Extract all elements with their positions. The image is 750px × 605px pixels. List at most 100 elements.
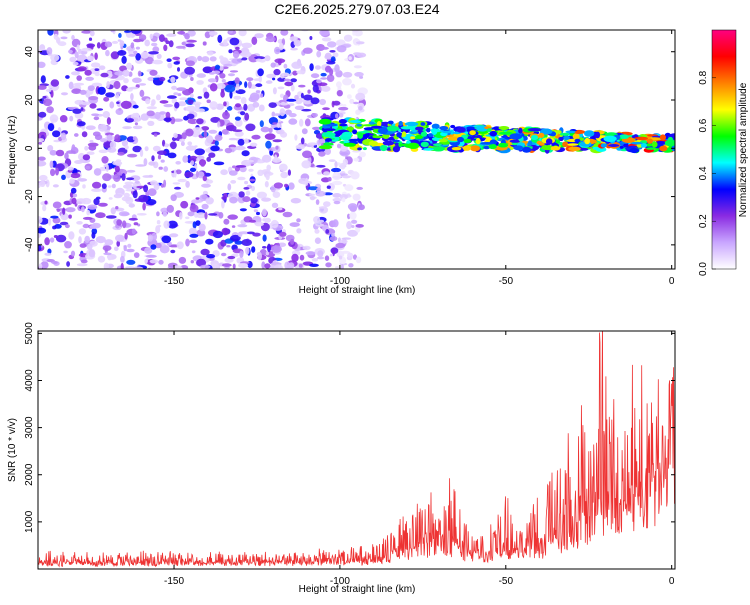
heatmap-cell (134, 122, 138, 126)
heatmap-cell (194, 148, 205, 156)
heatmap-cell (314, 65, 321, 70)
heatmap-cell (235, 83, 240, 91)
heatmap-cell (97, 255, 106, 263)
heatmap-cell (175, 169, 182, 175)
heatmap-cell (186, 39, 197, 43)
heatmap-cell (509, 133, 523, 140)
heatmap-ytick-label: -20 (24, 189, 35, 204)
heatmap-cell (231, 58, 243, 64)
heatmap-cell (299, 118, 304, 127)
heatmap-cell (291, 253, 299, 262)
heatmap-cell (50, 215, 59, 219)
heatmap-cell (339, 255, 343, 260)
heatmap-cell (70, 250, 76, 257)
heatmap-cell (288, 182, 295, 190)
heatmap-cell (277, 58, 282, 66)
heatmap-cell (521, 146, 532, 153)
heatmap-cell (228, 137, 238, 141)
heatmap-cell (487, 128, 492, 133)
heatmap-cell (415, 135, 424, 139)
heatmap-cell (86, 209, 91, 216)
heatmap-cell (74, 133, 79, 137)
heatmap-cell (260, 126, 270, 133)
heatmap-cell (310, 97, 320, 105)
heatmap-cell (105, 163, 109, 172)
snr-ytick-label: 2000 (24, 463, 35, 486)
heatmap-cell (39, 174, 48, 181)
heatmap-cell (270, 245, 282, 253)
heatmap-cell (398, 121, 403, 126)
heatmap-cell (135, 164, 147, 167)
heatmap-cell (316, 164, 326, 168)
heatmap-cell (555, 139, 560, 144)
heatmap-cell (238, 263, 249, 268)
heatmap-cell (283, 63, 288, 69)
heatmap-cell (170, 141, 177, 150)
heatmap-cell (228, 30, 234, 34)
heatmap-cell (240, 97, 247, 104)
heatmap-cell (348, 56, 352, 61)
heatmap-cell (217, 34, 223, 44)
heatmap-cell (341, 197, 346, 203)
heatmap-cell (314, 229, 320, 234)
heatmap-cell (392, 145, 400, 153)
heatmap-cell (351, 30, 360, 33)
heatmap-cell (132, 77, 142, 84)
heatmap-cell (140, 51, 149, 59)
heatmap-cell (201, 56, 210, 63)
heatmap-cell (79, 243, 87, 248)
heatmap-cell (659, 145, 668, 152)
heatmap-cell (323, 171, 331, 176)
heatmap-cell (257, 68, 264, 77)
heatmap-cell (342, 104, 347, 107)
heatmap-cell (352, 149, 361, 153)
heatmap-cell (339, 162, 346, 170)
heatmap-cell (135, 53, 141, 61)
heatmap-cell (156, 211, 160, 217)
heatmap-cell (335, 113, 339, 119)
heatmap-cell (38, 227, 47, 234)
heatmap-cell (342, 78, 352, 86)
heatmap-cell (204, 211, 208, 220)
heatmap-cell (148, 51, 159, 55)
heatmap-cell (356, 52, 367, 58)
heatmap-cell (123, 78, 129, 84)
heatmap-cell (441, 130, 453, 134)
heatmap-cell (227, 255, 236, 260)
heatmap-cell (52, 130, 61, 138)
heatmap-cell (173, 265, 183, 269)
heatmap-cell (288, 118, 298, 125)
heatmap-cell (234, 77, 240, 84)
heatmap-cell (146, 110, 155, 117)
heatmap-cell (163, 117, 172, 122)
heatmap-cell (619, 145, 624, 149)
heatmap-cell (340, 264, 344, 269)
heatmap-cell (66, 261, 70, 267)
heatmap-cell (574, 138, 581, 143)
heatmap-cell (280, 171, 289, 179)
heatmap-cell (185, 60, 195, 67)
heatmap-cell (166, 95, 177, 99)
heatmap-cell (636, 137, 648, 141)
heatmap-cell (201, 126, 210, 131)
heatmap-cell (91, 113, 100, 117)
heatmap-cell (132, 266, 144, 269)
colorbar-tick-label: 0.0 (698, 262, 709, 276)
heatmap-cell (234, 131, 244, 137)
heatmap-cell (201, 203, 209, 210)
heatmap-cell (84, 69, 92, 76)
heatmap-cell (173, 61, 180, 65)
heatmap-cell (304, 118, 311, 127)
heatmap-cell (226, 245, 231, 248)
heatmap-cell (203, 91, 210, 99)
heatmap-cell (209, 56, 217, 62)
heatmap-cell (132, 104, 139, 109)
heatmap-cell (296, 218, 301, 223)
heatmap-cell (93, 198, 100, 206)
heatmap-cell (234, 240, 243, 245)
heatmap-cell (76, 75, 82, 81)
heatmap-cell (171, 85, 177, 90)
heatmap-cell (81, 197, 92, 205)
heatmap-cell (321, 85, 331, 92)
